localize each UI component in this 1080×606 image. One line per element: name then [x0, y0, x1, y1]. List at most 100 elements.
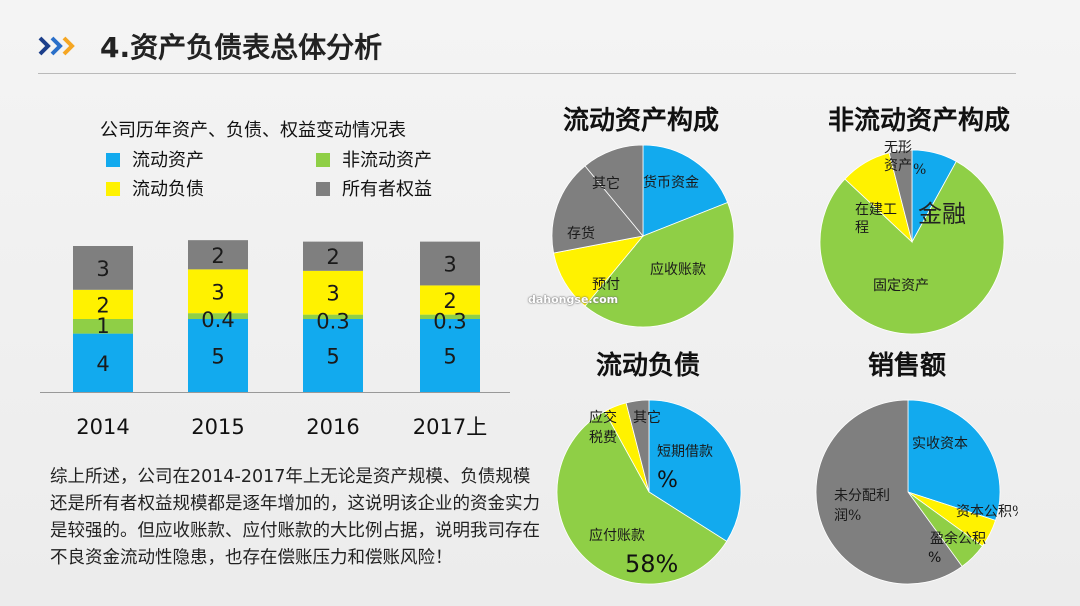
- legend-item: 非流动资产: [316, 146, 432, 172]
- legend-swatch: [106, 182, 120, 196]
- slice-label: 短期借款: [657, 444, 713, 460]
- bar-segment: [188, 313, 248, 319]
- bar-segment: [188, 319, 248, 392]
- pie-slice: [556, 410, 728, 585]
- slice-label: 未分配利: [834, 488, 890, 504]
- slice-label: 润%: [834, 508, 861, 524]
- slice-label: %: [913, 162, 926, 178]
- slice-percent-label: %: [657, 468, 678, 493]
- slice-label: 其它: [592, 175, 620, 192]
- legend-swatch: [316, 182, 330, 196]
- legend-item: 流动负债: [106, 175, 204, 201]
- slice-label: 应交: [589, 409, 617, 426]
- pie-title-noncurrent-assets: 非流动资产构成: [828, 106, 1011, 136]
- page-title: 4.资产负债表总体分析: [100, 31, 383, 64]
- pie-slice: [888, 149, 913, 243]
- slice-label: 无形: [884, 140, 912, 156]
- pie-title-current-assets: 流动资产构成: [563, 106, 720, 136]
- bar-value-label: 3: [443, 253, 456, 277]
- bar-value-label: 3: [326, 282, 339, 306]
- pie-slice: [584, 201, 735, 328]
- bar-value-label: 4: [96, 352, 109, 376]
- annotation-label: 金融: [918, 200, 966, 228]
- legend-swatch: [316, 153, 330, 167]
- legend-label: 流动资产: [132, 150, 204, 171]
- bar-value-label: 3: [96, 257, 109, 281]
- slice-label: 实收资本: [912, 436, 968, 452]
- legend-item: 所有者权益: [316, 175, 432, 201]
- x-tick-label: 2017上: [413, 415, 487, 439]
- bar-segment: [73, 333, 133, 392]
- legend-swatch: [106, 153, 120, 167]
- bar-chart-title: 公司历年资产、负债、权益变动情况表: [100, 120, 406, 141]
- slice-label: 存货: [567, 225, 595, 242]
- bar-value-label: 5: [326, 345, 339, 369]
- pie-title-sales: 销售额: [868, 351, 947, 381]
- bar-segment: [303, 241, 363, 271]
- title-chevrons: [38, 26, 88, 66]
- summary-paragraph: 综上所述，公司在2014-2017年上无论是资产规模、负债规模还是所有者权益规模…: [50, 467, 540, 568]
- x-tick-label: 2014: [76, 415, 129, 439]
- legend-label: 非流动资产: [342, 150, 432, 171]
- bar-value-label: 5: [211, 345, 224, 369]
- bar-value-label: 3: [211, 280, 224, 304]
- pie-slice: [584, 145, 644, 238]
- pie-slice: [819, 160, 1005, 335]
- slice-label: 固定资产: [873, 278, 929, 294]
- bar-segment: [303, 270, 363, 315]
- pie-slice: [815, 399, 963, 585]
- title-divider: [38, 73, 1016, 74]
- slice-label: 盈余公积: [930, 530, 986, 547]
- bar-segment: [73, 319, 133, 334]
- pie-title-current-liabilities: 流动负债: [596, 351, 701, 381]
- chevron-right-icon: [38, 36, 75, 56]
- bar-segment: [73, 289, 133, 319]
- bar-segment: [420, 241, 480, 286]
- slice-label: 预付: [592, 277, 620, 293]
- bar-value-label: 1: [96, 314, 109, 338]
- bar-value-label: 5: [443, 345, 456, 369]
- slice-label: 程: [855, 220, 869, 236]
- slice-label: 资本公积%: [956, 504, 1018, 520]
- bar-segment: [73, 246, 133, 290]
- bar-segment: [188, 269, 248, 314]
- bar-segment: [420, 314, 480, 319]
- slice-label: 应付账款: [589, 527, 645, 544]
- bar-value-label: 2: [326, 245, 339, 269]
- slice-label: 其它: [633, 409, 661, 426]
- legend-item: 流动资产: [106, 146, 204, 172]
- bar-segment: [420, 319, 480, 392]
- slice-label: 税费: [589, 430, 617, 446]
- x-tick-label: 2015: [191, 415, 244, 439]
- legend-label: 流动负债: [132, 179, 204, 200]
- pie-slice: [648, 399, 742, 542]
- pie-slice: [907, 399, 1001, 521]
- watermark: dahongse.com: [528, 293, 619, 306]
- bar-value-label: 2: [96, 293, 109, 317]
- bar-segment: [188, 240, 248, 270]
- bar-value-label: 0.3: [316, 310, 349, 334]
- slice-label: 货币资金: [643, 174, 699, 191]
- bar-value-label: 2: [443, 289, 456, 313]
- bar-value-label: 2: [211, 244, 224, 268]
- bar-segment: [303, 319, 363, 392]
- slice-percent-label: %: [928, 550, 941, 566]
- legend-label: 所有者权益: [342, 179, 432, 200]
- bar-segment: [303, 314, 363, 319]
- slice-label: 资产: [884, 158, 912, 174]
- slice-label: 应收账款: [650, 261, 706, 278]
- slice-label: 在建工: [855, 202, 897, 218]
- pie-slice: [551, 165, 644, 254]
- pie-slice: [642, 145, 729, 237]
- x-tick-label: 2016: [306, 415, 359, 439]
- slice-percent-label: 58%: [625, 550, 678, 578]
- bar-value-label: 0.4: [201, 308, 234, 332]
- bar-value-label: 0.3: [433, 310, 466, 334]
- bar-segment: [420, 285, 480, 315]
- pie-slice: [625, 399, 650, 493]
